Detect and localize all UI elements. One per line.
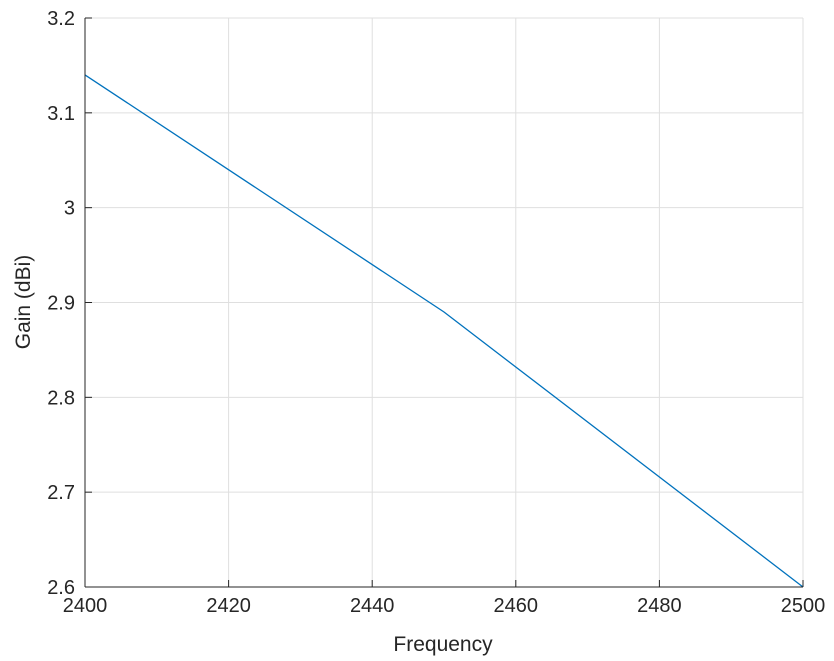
x-tick-label: 2480 [637, 595, 682, 617]
x-tick-label: 2500 [781, 595, 826, 617]
y-tick-label: 2.7 [47, 482, 75, 504]
x-tick-label: 2420 [206, 595, 251, 617]
axes [84, 17, 804, 588]
x-axis-label: Frequency [393, 633, 493, 656]
y-tick-label: 3.2 [47, 8, 75, 30]
y-tick-label: 2.8 [47, 387, 75, 409]
y-tick-label: 2.9 [47, 293, 75, 315]
x-tick-label: 2460 [494, 595, 539, 617]
grid [84, 17, 804, 588]
series-line [84, 74, 804, 588]
y-tick-label: 2.6 [47, 577, 75, 599]
x-tick-label: 2440 [350, 595, 395, 617]
x-tick-label: 2400 [63, 595, 108, 617]
tick-labels: 2400 2420 2440 2460 2480 2500 2.6 2.7 2.8 2.9 3 3.1… [47, 8, 825, 617]
y-axis-label: Gain (dBi) [12, 255, 35, 350]
y-tick-label: 3 [64, 198, 75, 220]
plot-area [84, 74, 804, 588]
y-tick-label: 3.1 [47, 103, 75, 125]
